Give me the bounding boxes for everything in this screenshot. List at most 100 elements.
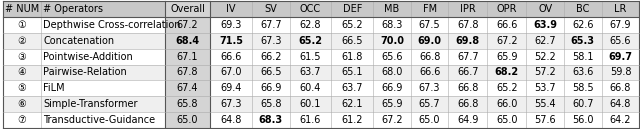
Bar: [411, 1, 449, 17]
Bar: [527, 49, 564, 64]
Bar: [488, 49, 527, 64]
Text: 61.5: 61.5: [300, 51, 321, 62]
Text: DEF: DEF: [342, 4, 362, 14]
Text: 66.6: 66.6: [220, 51, 242, 62]
Bar: [165, 1, 210, 17]
Bar: [564, 49, 602, 64]
Text: 68.3: 68.3: [259, 115, 283, 125]
Bar: [210, 112, 252, 128]
Bar: [488, 1, 527, 17]
Text: 66.8: 66.8: [610, 83, 631, 93]
Text: 69.0: 69.0: [417, 36, 442, 46]
Text: 68.2: 68.2: [495, 67, 519, 78]
Text: 68.4: 68.4: [175, 36, 200, 46]
Text: 69.4: 69.4: [220, 83, 242, 93]
Text: 61.8: 61.8: [342, 51, 363, 62]
Text: 67.1: 67.1: [177, 51, 198, 62]
Text: 62.6: 62.6: [572, 20, 594, 30]
Bar: [289, 64, 332, 80]
Bar: [332, 1, 373, 17]
Bar: [41, 64, 165, 80]
Text: 58.5: 58.5: [572, 83, 594, 93]
Bar: [165, 49, 210, 64]
Bar: [602, 49, 639, 64]
Text: IV: IV: [227, 4, 236, 14]
Bar: [3, 33, 41, 49]
Text: 65.0: 65.0: [419, 115, 440, 125]
Bar: [210, 33, 252, 49]
Bar: [564, 1, 602, 17]
Text: 67.8: 67.8: [177, 67, 198, 78]
Bar: [165, 17, 210, 33]
Text: 69.8: 69.8: [456, 36, 480, 46]
Bar: [289, 112, 332, 128]
Text: BC: BC: [576, 4, 589, 14]
Bar: [210, 1, 252, 17]
Text: 65.6: 65.6: [610, 36, 631, 46]
Bar: [41, 112, 165, 128]
Text: 66.9: 66.9: [260, 83, 282, 93]
Text: OPR: OPR: [497, 4, 517, 14]
Bar: [602, 64, 639, 80]
Text: 62.1: 62.1: [342, 99, 363, 109]
Bar: [488, 80, 527, 96]
Bar: [332, 112, 373, 128]
Bar: [165, 33, 210, 49]
Text: SV: SV: [264, 4, 277, 14]
Bar: [488, 33, 527, 49]
Bar: [373, 112, 411, 128]
Bar: [373, 33, 411, 49]
Text: OCC: OCC: [300, 4, 321, 14]
Bar: [332, 64, 373, 80]
Text: Simple-Transformer: Simple-Transformer: [44, 99, 138, 109]
Text: IPR: IPR: [460, 4, 476, 14]
Bar: [41, 17, 165, 33]
Bar: [488, 96, 527, 112]
Text: 67.9: 67.9: [610, 20, 631, 30]
Text: 67.0: 67.0: [220, 67, 242, 78]
Text: 65.7: 65.7: [419, 99, 440, 109]
Bar: [411, 112, 449, 128]
Bar: [210, 49, 252, 64]
Bar: [252, 112, 289, 128]
Text: 67.2: 67.2: [381, 115, 403, 125]
Bar: [527, 112, 564, 128]
Bar: [527, 33, 564, 49]
Text: FiLM: FiLM: [44, 83, 65, 93]
Bar: [564, 112, 602, 128]
Text: 67.7: 67.7: [260, 20, 282, 30]
Text: 64.2: 64.2: [610, 115, 631, 125]
Bar: [252, 80, 289, 96]
Text: 69.3: 69.3: [220, 20, 242, 30]
Text: 52.2: 52.2: [534, 51, 556, 62]
Text: ⑥: ⑥: [17, 99, 26, 109]
Text: Overall: Overall: [170, 4, 205, 14]
Bar: [449, 49, 488, 64]
Text: 57.2: 57.2: [534, 67, 556, 78]
Text: 66.2: 66.2: [260, 51, 282, 62]
Text: 71.5: 71.5: [219, 36, 243, 46]
Bar: [289, 17, 332, 33]
Bar: [411, 80, 449, 96]
Bar: [564, 80, 602, 96]
Bar: [602, 112, 639, 128]
Text: 62.7: 62.7: [534, 36, 556, 46]
Text: 66.5: 66.5: [260, 67, 282, 78]
Text: 67.5: 67.5: [419, 20, 440, 30]
Text: 63.7: 63.7: [342, 83, 363, 93]
Text: ①: ①: [17, 20, 26, 30]
Bar: [488, 17, 527, 33]
Bar: [449, 33, 488, 49]
Bar: [488, 64, 527, 80]
Bar: [373, 80, 411, 96]
Text: 65.6: 65.6: [381, 51, 403, 62]
Text: 63.7: 63.7: [300, 67, 321, 78]
Bar: [373, 64, 411, 80]
Bar: [373, 49, 411, 64]
Text: 65.9: 65.9: [381, 99, 403, 109]
Text: 55.4: 55.4: [534, 99, 556, 109]
Bar: [165, 80, 210, 96]
Bar: [3, 64, 41, 80]
Bar: [289, 33, 332, 49]
Bar: [289, 49, 332, 64]
